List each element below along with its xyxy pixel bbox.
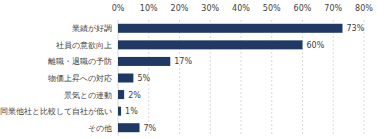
grid-line [241,20,242,136]
bar [118,57,170,66]
tick-label: 70% [324,4,342,13]
grid-line [179,20,180,136]
category-label: 業績が好調 [72,24,112,33]
category-label: 離職・退職の予防 [48,57,112,66]
category-label: その他 [88,124,112,133]
category-label: 物価上昇への対応 [48,74,112,83]
category-label: 景気との連動 [64,91,112,100]
category-label: 同業他社と比較して自社が低い [0,107,112,116]
bar [118,74,133,83]
data-label: 5% [137,74,150,83]
bar [118,107,121,116]
bar [118,40,303,49]
data-label: 73% [346,24,364,33]
chart-root: 0% 10% 20% 30% 40% 50% 60% 70% 80% 73% 60% 17% 5% 2% 1… [0,0,384,139]
category-label: 社員の意欲向上 [56,41,112,50]
bar [118,123,140,132]
tick-label: 10% [140,4,158,13]
chart: 0% 10% 20% 30% 40% 50% 60% 70% 80% 73% 60% 17% 5% 2% 1… [0,0,384,139]
data-label: 7% [144,124,157,133]
bars [118,24,342,132]
tick-label: 30% [201,4,219,13]
grid-line [210,20,211,136]
tick-label: 0% [112,4,125,13]
data-label: 1% [125,107,138,116]
data-label: 17% [174,57,192,66]
grid-line [364,20,365,136]
tick-label: 60% [294,4,312,13]
grid-line [333,20,334,136]
data-label: 2% [128,91,141,100]
tick-label: 20% [171,4,189,13]
bar [118,24,342,33]
tick-label: 80% [355,4,373,13]
grid-line [271,20,272,136]
tick-label: 40% [232,4,250,13]
tick-label: 50% [263,4,281,13]
bar [118,90,124,99]
grid-line [302,20,303,136]
data-label: 60% [307,41,325,50]
